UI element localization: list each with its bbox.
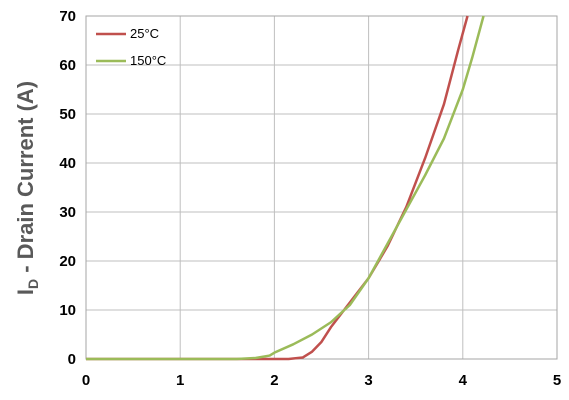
- series-group: [86, 15, 485, 361]
- y-tick-label: 20: [59, 253, 76, 270]
- x-axis-ticks: 0 1 2 3 4 5: [82, 372, 561, 389]
- y-axis-label-rest: - Drain Current (A): [13, 81, 38, 279]
- grid-lines: [86, 16, 557, 359]
- legend-label-25c: 25°C: [130, 26, 159, 41]
- y-tick-label: 70: [59, 8, 76, 25]
- y-tick-label: 50: [59, 106, 76, 123]
- x-tick-label: 1: [176, 372, 184, 389]
- plot-area-frame: [85, 15, 558, 360]
- y-tick-label: 60: [59, 57, 76, 74]
- y-axis-label: ID - Drain Current (A): [13, 81, 41, 295]
- x-tick-label: 2: [270, 372, 278, 389]
- series-line-1: [86, 15, 485, 361]
- legend-label-150c: 150°C: [130, 53, 166, 68]
- legend: 25°C 150°C: [96, 26, 166, 68]
- y-axis-label-sub: D: [25, 279, 41, 289]
- x-tick-label: 4: [459, 372, 468, 389]
- y-axis-ticks: 0 10 20 30 40 50 60 70: [59, 8, 76, 368]
- y-tick-label: 10: [59, 302, 76, 319]
- y-tick-label: 40: [59, 155, 76, 172]
- x-tick-label: 5: [553, 372, 561, 389]
- y-axis-label-main: I: [13, 289, 38, 295]
- x-tick-label: 0: [82, 372, 90, 389]
- y-tick-label: 0: [68, 351, 76, 368]
- x-tick-label: 3: [364, 372, 372, 389]
- y-tick-label: 30: [59, 204, 76, 221]
